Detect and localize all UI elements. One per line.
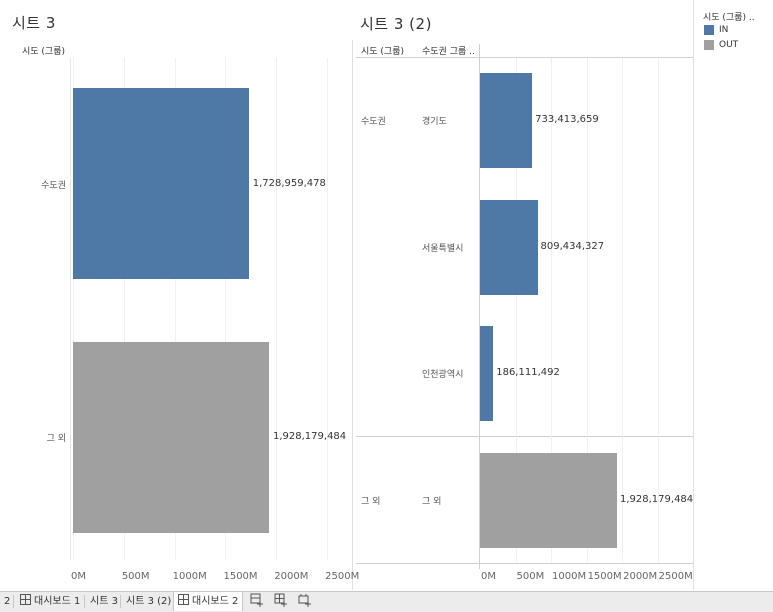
tab-sheet-3-2[interactable]: 시트 3 (2) xyxy=(122,592,175,611)
x-tick-label: 0M xyxy=(481,571,496,582)
right-col-header-1[interactable]: 시도 (그룹) xyxy=(361,47,405,57)
right-axis-line xyxy=(479,44,480,569)
x-tick-label: 500M xyxy=(121,571,150,582)
x-tick-label: 1000M xyxy=(172,571,207,582)
group-label: 그 외 xyxy=(361,497,381,507)
left-sheet-title: 시트 3 xyxy=(12,14,56,32)
data-label: 1,928,179,484 xyxy=(273,431,347,442)
tab-dashboard-2[interactable]: 대시보드 2 xyxy=(173,592,244,611)
tab-sheet-3[interactable]: 시트 3 xyxy=(86,592,122,611)
x-gridline xyxy=(225,58,227,560)
data-label: 733,413,659 xyxy=(535,114,599,125)
row-label: 그 외 xyxy=(422,497,442,507)
x-gridline xyxy=(622,58,624,563)
tab-separator xyxy=(84,595,85,608)
right-sheet-title: 시트 3 (2) xyxy=(360,15,432,33)
bar xyxy=(480,72,533,168)
tab-label: 시트 3 xyxy=(90,596,118,607)
left-row-header[interactable]: 시도 (그룹) xyxy=(22,47,66,57)
right-group-divider xyxy=(356,436,693,437)
x-tick-label: 1500M xyxy=(223,571,258,582)
right-bottom-line xyxy=(356,563,693,564)
group-label: 수도권 xyxy=(361,117,386,127)
left-chart: 0M 500M 1000M 1500M 2000M 2500M 수도권 1,728,959,4… xyxy=(0,0,359,590)
x-tick-label: 2000M xyxy=(623,571,658,582)
grid-icon xyxy=(178,594,189,605)
data-label: 809,434,327 xyxy=(540,241,605,252)
bar xyxy=(480,199,538,295)
x-gridline xyxy=(551,58,553,563)
row-label: 인천광역시 xyxy=(422,370,464,380)
category-label: 수도권 xyxy=(41,181,66,191)
tab-label: 2 xyxy=(4,596,11,607)
x-tick-label: 1000M xyxy=(552,571,587,582)
x-gridline xyxy=(73,58,74,560)
tab-separator xyxy=(120,595,121,608)
right-panel-right-edge xyxy=(693,0,694,590)
sheet-tab-bar: 2 대시보드 1 시트 3 시트 3 (2) 대시보드 2 xyxy=(0,591,773,612)
x-gridline xyxy=(586,58,588,563)
row-label: 서울특별시 xyxy=(422,244,464,254)
legend-label-in[interactable]: IN xyxy=(719,25,729,35)
bar xyxy=(480,325,494,421)
tab-dashboard-1[interactable]: 대시보드 1 xyxy=(16,592,84,611)
x-gridline xyxy=(123,58,125,560)
x-tick-label: 2000M xyxy=(274,571,309,582)
x-tick-label: 500M xyxy=(516,571,545,582)
new-dashboard-button[interactable] xyxy=(270,592,292,611)
x-gridline xyxy=(327,58,329,560)
legend-title[interactable]: 시도 (그룹) .. xyxy=(703,13,755,23)
x-gridline xyxy=(657,58,659,563)
x-tick-label: 1500M xyxy=(587,571,622,582)
new-story-icon xyxy=(298,594,311,607)
new-dashboard-icon xyxy=(274,593,287,607)
new-story-button[interactable] xyxy=(294,592,316,611)
tab-separator xyxy=(13,595,14,608)
tab-label: 대시보드 1 xyxy=(34,596,81,607)
tab-label: 시트 3 (2) xyxy=(126,596,172,607)
x-tick-label: 2500M xyxy=(325,571,360,582)
right-chart: 0M 500M 1000M 1500M 2000M 2500M 수도권 경기도 733,413,… xyxy=(361,58,694,582)
row-label: 경기도 xyxy=(422,117,447,127)
x-gridline xyxy=(515,58,517,563)
legend-label-out[interactable]: OUT xyxy=(719,40,739,50)
right-header-line xyxy=(356,57,693,58)
category-label: 그 외 xyxy=(46,434,66,444)
x-tick-label: 2500M xyxy=(658,571,693,582)
x-tick-label: 0M xyxy=(71,571,86,582)
data-label: 186,111,492 xyxy=(496,367,560,378)
x-gridline xyxy=(276,58,278,560)
tab-label: 대시보드 2 xyxy=(192,596,239,607)
left-panel-right-edge xyxy=(352,40,353,590)
data-label: 1,728,959,478 xyxy=(252,178,326,189)
bar xyxy=(73,88,249,279)
x-gridline xyxy=(174,58,176,560)
new-worksheet-icon xyxy=(250,593,263,607)
bar xyxy=(73,342,269,533)
data-label: 1,928,179,484 xyxy=(620,494,694,505)
bar xyxy=(480,452,617,548)
right-col-header-2[interactable]: 수도권 그룹 .. xyxy=(422,47,475,57)
new-worksheet-button[interactable] xyxy=(246,592,268,611)
legend-swatch-in[interactable] xyxy=(704,25,714,35)
tab-2[interactable]: 2 xyxy=(0,592,14,611)
legend-swatch-out[interactable] xyxy=(704,40,714,50)
left-header-divider xyxy=(70,58,71,560)
grid-icon xyxy=(20,594,31,605)
